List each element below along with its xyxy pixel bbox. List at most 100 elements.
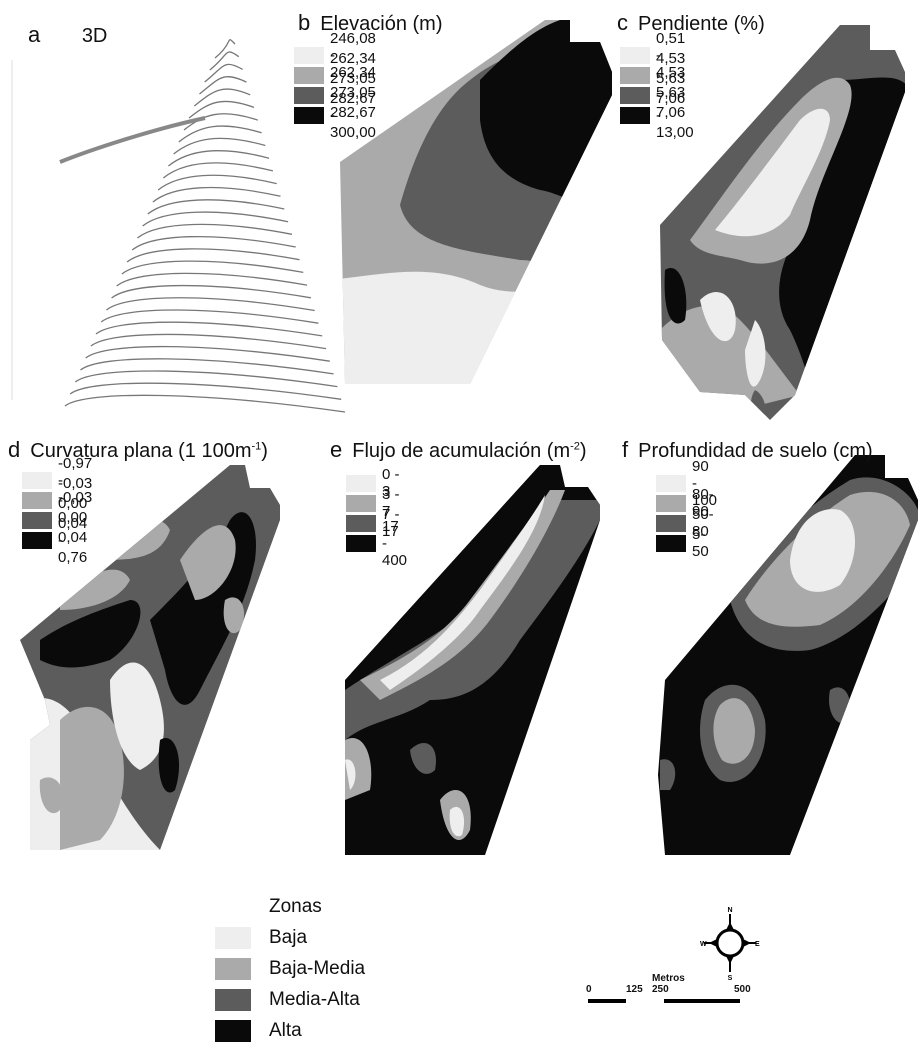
contour-line <box>214 39 236 59</box>
legend-label: 17 - 400 <box>382 517 408 569</box>
zonas-swatch <box>215 988 251 1011</box>
legend-swatch <box>346 534 376 552</box>
legend-label: 273,05 - 282,67 <box>330 69 376 121</box>
legend-swatch <box>620 66 650 84</box>
scale-bar-line <box>588 999 740 1003</box>
panel-title-text: Profundidad de suelo (cm) <box>638 440 873 462</box>
legend-label: 50- 80 <box>692 506 714 540</box>
legend-swatch <box>294 66 324 84</box>
legend-label: 3 - 7 <box>382 486 400 520</box>
scale-tick-label: 250 <box>652 984 669 995</box>
zonas-legend: Zonas Baja Baja-Media Media-Alta Alta <box>215 892 365 1046</box>
panel-a-title: a 3D <box>28 22 107 48</box>
north-arrow-compass: N S W E <box>700 906 760 985</box>
contour-line <box>167 150 270 167</box>
compass-icon: N S W E <box>700 907 760 982</box>
legend-label: 4,53 - 5,63 <box>656 49 686 101</box>
contour-line <box>162 162 274 179</box>
contour-line <box>80 358 334 375</box>
legend-item: 3 - 7 <box>346 486 407 520</box>
scale-tick-label: 0 <box>586 984 592 995</box>
zonas-title: Zonas <box>269 896 322 917</box>
legend-label: 5- 50 <box>692 526 709 560</box>
contour-line <box>121 260 304 275</box>
zonas-swatch <box>215 957 251 980</box>
panel-title-text: Curvatura plana (1 100m <box>30 440 252 462</box>
contour-line <box>152 186 281 203</box>
contour-line <box>209 51 240 71</box>
legend-label: 0,51 - 4,53 <box>656 29 686 81</box>
legend-swatch <box>22 471 52 489</box>
curvature-legend: -0,97 - -0,03 -0,03 - 0,00 0,00 - 0,04 0… <box>22 455 92 566</box>
panel-title-text: Pendiente (%) <box>638 13 765 35</box>
zonas-item: Baja <box>215 922 365 953</box>
title-superscript: -1 <box>251 440 262 453</box>
contour-line <box>85 345 330 362</box>
contour-line <box>178 125 262 143</box>
panel-letter: d <box>8 437 21 462</box>
panel-title-text: 3D <box>81 25 108 47</box>
soil-depth-legend: 90 - 100 80- 90 50- 80 5- 50 <box>656 458 717 560</box>
legend-label: 7,06 - 13,00 <box>656 89 694 141</box>
legend-item: 80- 90 <box>656 486 717 520</box>
legend-label: 246,08 - 262,34 <box>330 29 376 81</box>
panel-title-text: Flujo de acumulación (m <box>352 440 571 462</box>
compass-e: E <box>755 941 760 948</box>
contour-line <box>136 223 293 239</box>
legend-item: -0,97 - -0,03 <box>22 455 92 506</box>
legend-item: 246,08 - 262,34 <box>294 30 376 81</box>
compass-w: W <box>700 941 707 948</box>
flow-legend: 0 - 3 3 - 7 7 - 17 17 - 400 <box>346 466 407 569</box>
legend-label: -0,03 - 0,00 <box>58 474 93 526</box>
elevation-legend: 246,08 - 262,34 262,34 - 273,05 273,05 -… <box>294 30 376 141</box>
legend-item: 262,34 - 273,05 <box>294 50 376 101</box>
legend-label: 90 - 100 <box>692 457 718 509</box>
legend-swatch <box>620 86 650 104</box>
title-end: ) <box>579 440 587 462</box>
legend-label: 7 - 17 <box>382 506 400 540</box>
contour-line <box>183 113 259 131</box>
zonas-item: Baja-Media <box>215 953 365 984</box>
contour-line <box>100 309 319 324</box>
legend-label: 282,67 - 300,00 <box>330 89 376 141</box>
legend-item: 0 - 3 <box>346 466 407 500</box>
legend-item: 0,00 - 0,04 <box>22 495 92 546</box>
panel-f-title: f Profundidad de suelo (cm) <box>622 437 873 463</box>
contour-line <box>199 76 247 95</box>
legend-swatch <box>22 531 52 549</box>
legend-swatch <box>294 106 324 124</box>
title-superscript: -2 <box>570 440 580 453</box>
legend-item: 7,06 - 13,00 <box>620 90 694 141</box>
panel-letter: b <box>298 10 311 35</box>
legend-swatch <box>656 494 686 512</box>
legend-label: 0,04 - 0,76 <box>58 514 88 566</box>
contour-line <box>204 63 243 83</box>
contour-line <box>131 235 296 251</box>
legend-swatch <box>294 86 324 104</box>
zonas-item: Alta <box>215 1015 365 1046</box>
legend-item: 4,53 - 5,63 <box>620 50 694 101</box>
legend-item: -0,03 - 0,00 <box>22 475 92 526</box>
legend-item: 17 - 400 <box>346 518 407 569</box>
compass-n: N <box>727 907 732 914</box>
panel-title-text: Elevación (m) <box>320 13 443 35</box>
panel-d-title: d Curvatura plana (1 100m-1) <box>8 437 268 463</box>
contour-line <box>90 333 327 350</box>
legend-swatch <box>656 514 686 532</box>
legend-item: 0,04 - 0,76 <box>22 515 92 566</box>
compass-s: S <box>728 975 733 980</box>
legend-swatch <box>22 511 52 529</box>
legend-swatch <box>294 46 324 64</box>
contour-line <box>157 174 277 191</box>
contour-line <box>116 272 308 287</box>
panel-letter: e <box>330 437 343 462</box>
legend-item: 0,51 - 4,53 <box>620 30 694 81</box>
scale-tick-label: 500 <box>734 984 751 995</box>
zonas-label: Baja-Media <box>269 957 366 979</box>
legend-swatch <box>656 534 686 552</box>
